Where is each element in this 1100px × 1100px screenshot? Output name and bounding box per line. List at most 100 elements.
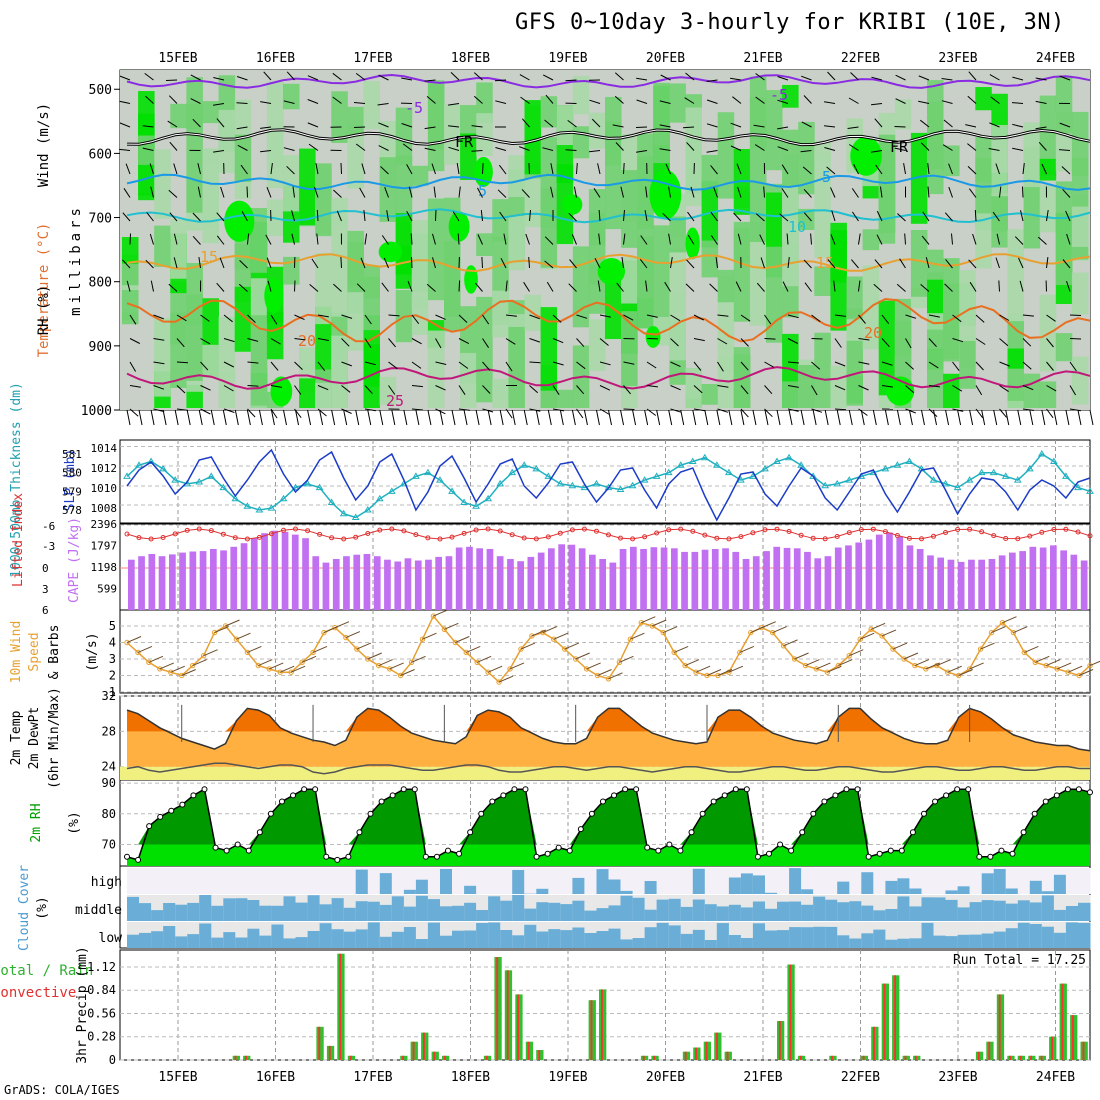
precip-conv-bar bbox=[915, 1055, 917, 1060]
wind-barb bbox=[223, 338, 235, 343]
rh-point bbox=[544, 850, 551, 857]
wind-barb bbox=[871, 76, 883, 81]
wind-barb bbox=[190, 74, 201, 81]
surface-barb bbox=[174, 409, 179, 426]
wind-tick-label: 2 bbox=[109, 669, 116, 683]
surface-barb bbox=[270, 409, 275, 426]
wind-barb bbox=[645, 280, 648, 292]
thickness-point bbox=[881, 464, 890, 472]
wind-barb bbox=[975, 361, 984, 371]
cloud-cell bbox=[488, 896, 501, 921]
cloud-cell-bg bbox=[873, 868, 886, 894]
precip-conv-bar bbox=[894, 975, 896, 1060]
surface-barb bbox=[969, 409, 974, 426]
wind-barb bbox=[401, 123, 413, 128]
wind-speed-point bbox=[474, 659, 480, 665]
rh-shade-cell bbox=[605, 128, 622, 166]
wind-barb bbox=[660, 74, 671, 81]
li-point bbox=[124, 531, 130, 537]
wind-speed-point bbox=[343, 634, 349, 641]
cloud-cell bbox=[789, 927, 802, 948]
wind-barb bbox=[858, 361, 870, 365]
cloud-cell bbox=[139, 903, 152, 921]
wind-barb bbox=[521, 189, 530, 198]
isotherm-label: -5 bbox=[770, 86, 788, 104]
pressure-tick-label: 1000 bbox=[81, 404, 112, 419]
rh-shade-cell bbox=[814, 332, 831, 408]
wind-speed-point bbox=[430, 613, 437, 619]
wind-barb bbox=[176, 361, 189, 364]
wind-barb bbox=[552, 338, 564, 344]
wind-barb bbox=[550, 163, 554, 175]
cloud-cell bbox=[813, 896, 826, 921]
wind-barb-10m bbox=[192, 659, 207, 667]
cape-bar bbox=[507, 559, 514, 610]
surface-barb bbox=[246, 409, 251, 426]
wind-barb-10m bbox=[980, 642, 995, 650]
cloud-cell bbox=[777, 930, 790, 948]
thickness-point bbox=[1013, 476, 1022, 483]
rh-shade-cell bbox=[1039, 158, 1057, 181]
surface-barb bbox=[138, 409, 143, 426]
rh-shade-cell bbox=[460, 353, 477, 408]
wind-speed-point bbox=[365, 656, 371, 662]
wind-speed-point bbox=[1021, 649, 1028, 656]
cape-bar bbox=[752, 556, 760, 610]
wind-barb bbox=[1035, 100, 1047, 104]
isotherm-label: 20 bbox=[298, 332, 316, 350]
surface-barb bbox=[198, 409, 203, 426]
wind-barb bbox=[706, 99, 718, 104]
wind-barb bbox=[777, 99, 789, 104]
wind-barb bbox=[753, 124, 765, 128]
li-point bbox=[413, 532, 419, 538]
thickness-tick-label: 581 bbox=[62, 448, 82, 461]
wind-barb bbox=[871, 150, 883, 153]
cloud-cell bbox=[1065, 906, 1079, 921]
wind-barb bbox=[247, 408, 256, 418]
rh-shade-cell bbox=[798, 121, 815, 195]
cloud-cell bbox=[199, 895, 212, 921]
cape-bar bbox=[496, 556, 504, 610]
rh-shade-cell bbox=[749, 97, 767, 138]
wind-barb bbox=[168, 95, 178, 104]
cloud-cell bbox=[909, 938, 922, 948]
wind-barb bbox=[623, 385, 631, 395]
wind-barb bbox=[411, 385, 423, 388]
wind-barb bbox=[1046, 408, 1054, 419]
wind-barb bbox=[411, 408, 424, 411]
cape-bar bbox=[414, 560, 422, 610]
wind-barb bbox=[363, 210, 366, 222]
cloud-cell bbox=[596, 869, 609, 894]
thickness-point bbox=[195, 478, 204, 485]
wind-barb bbox=[1011, 102, 1024, 104]
wind-barb bbox=[990, 96, 1000, 104]
cloud-cell-bg bbox=[933, 868, 946, 894]
wind-barb bbox=[952, 361, 960, 372]
wind-barb bbox=[706, 79, 718, 82]
cloud-cell bbox=[596, 908, 609, 921]
cloud-cell bbox=[716, 906, 730, 921]
precip-conv-bar bbox=[423, 1032, 425, 1060]
wind-barb bbox=[528, 256, 530, 269]
wind-barb bbox=[424, 79, 436, 82]
cloud-cell bbox=[945, 890, 958, 894]
isotherm-line bbox=[126, 297, 1091, 343]
wind-speed-point bbox=[441, 626, 448, 632]
cloud-cell-bg bbox=[151, 868, 164, 894]
wind-barb bbox=[597, 280, 601, 292]
cloud-cell bbox=[584, 910, 597, 921]
wind-barb bbox=[777, 76, 789, 81]
rh-point bbox=[400, 786, 407, 793]
wind-barb bbox=[952, 385, 963, 392]
wind-barb bbox=[1022, 314, 1034, 317]
wind-barb bbox=[317, 314, 329, 318]
wind-barb-10m bbox=[761, 621, 776, 629]
wind-barb bbox=[800, 150, 812, 153]
rh-shade-cell bbox=[717, 269, 735, 303]
wind-barb bbox=[670, 338, 679, 347]
cloud-cell-bg bbox=[584, 868, 597, 894]
cape-bar bbox=[353, 554, 361, 610]
wind-barb bbox=[730, 77, 742, 81]
rh-point bbox=[411, 786, 418, 793]
